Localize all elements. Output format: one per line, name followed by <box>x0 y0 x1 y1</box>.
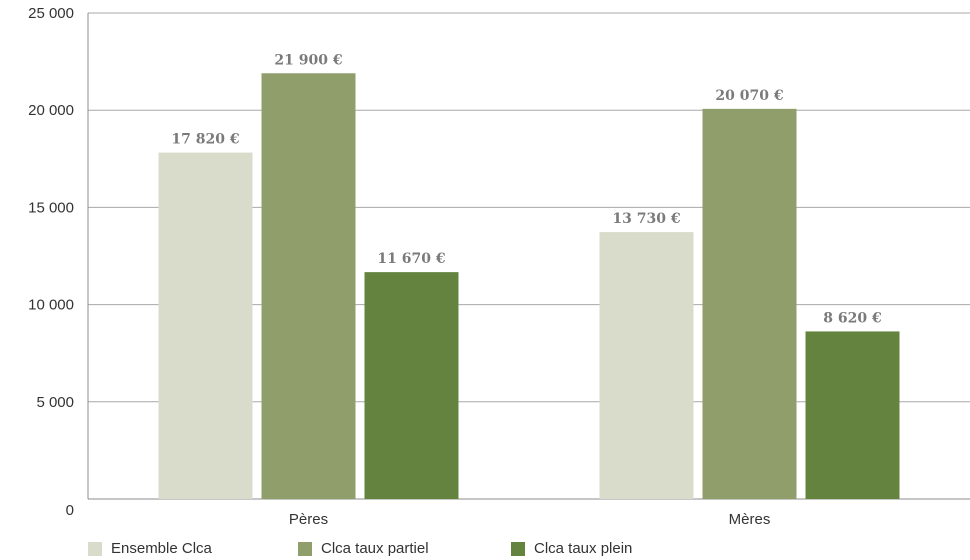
legend-swatch-partiel <box>298 541 312 556</box>
y-tick-label: 10 000 <box>28 297 74 314</box>
legend-item-2: Clca taux plein <box>511 540 632 557</box>
bar <box>364 272 459 499</box>
legend: Ensemble Clca Clca taux partiel Clca tau… <box>0 538 970 560</box>
x-category-label: Pères <box>289 511 328 528</box>
legend-swatch-ensemble <box>88 541 102 556</box>
y-tick-label: 20 000 <box>28 102 74 119</box>
data-label: 17 820 € <box>171 132 239 148</box>
data-label: 21 900 € <box>274 52 342 68</box>
data-label: 20 070 € <box>715 88 783 104</box>
legend-label-plein: Clca taux plein <box>534 540 633 557</box>
y-tick-label: 5 000 <box>36 394 74 411</box>
y-tick-label: 15 000 <box>28 199 74 216</box>
legend-item-1: Clca taux partiel <box>298 540 429 557</box>
bar-chart: 0 5 000 10 000 15 000 20 000 25 000 17 820 € 21… <box>28 5 970 528</box>
data-label: 13 730 € <box>612 211 680 227</box>
y-tick-label: 0 <box>66 502 74 519</box>
legend-swatch-plein <box>511 541 525 556</box>
data-label: 11 670 € <box>377 251 445 267</box>
legend-label-partiel: Clca taux partiel <box>321 540 429 557</box>
legend-item-0: Ensemble Clca <box>88 540 212 557</box>
bar <box>261 73 356 499</box>
bar <box>599 232 694 499</box>
data-label: 8 620 € <box>823 310 882 326</box>
y-tick-label: 25 000 <box>28 5 74 22</box>
bar <box>158 152 253 499</box>
legend-label-ensemble: Ensemble Clca <box>111 540 212 557</box>
bar <box>805 331 900 499</box>
x-category-label: Mères <box>729 511 771 528</box>
bar <box>702 108 797 499</box>
